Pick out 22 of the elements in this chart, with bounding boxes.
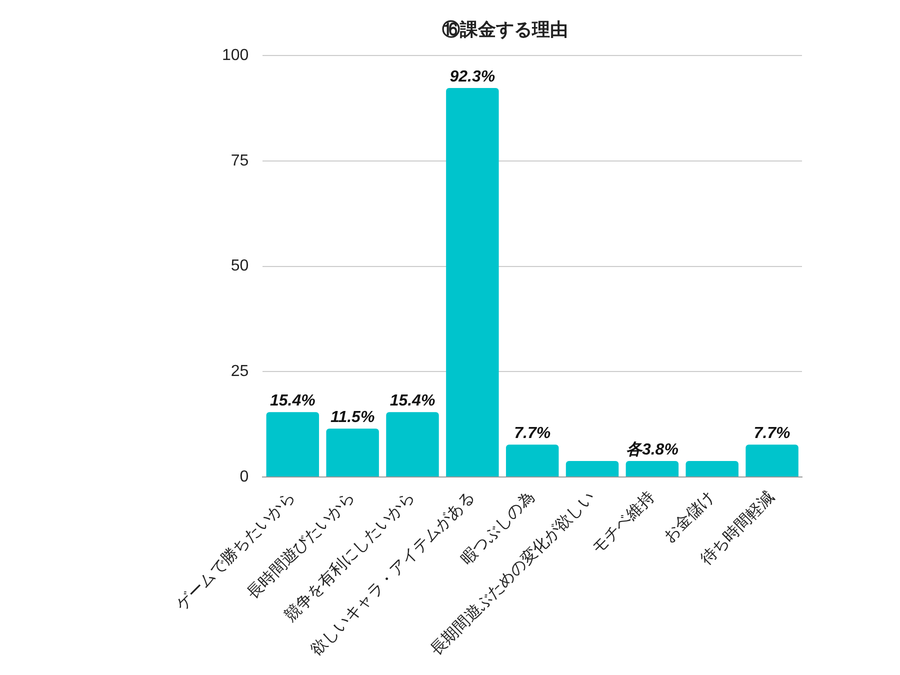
data-label: 7.7%: [754, 424, 790, 442]
bar: [326, 428, 379, 477]
bar: [386, 412, 439, 477]
bar: [686, 461, 738, 477]
bar: [506, 444, 559, 477]
bar: [446, 88, 499, 477]
y-tick-label: 25: [230, 363, 249, 380]
bar: [746, 444, 798, 477]
bar: [266, 412, 320, 477]
y-tick-label: 75: [230, 152, 249, 170]
data-label: 15.4%: [390, 392, 436, 410]
data-label: 11.5%: [330, 408, 375, 426]
data-label: 92.3%: [450, 68, 496, 86]
bar: [566, 461, 619, 477]
y-tick-label: 100: [222, 47, 249, 64]
data-label: 各3.8%: [626, 440, 678, 458]
data-label: 15.4%: [270, 392, 316, 410]
y-tick-label: 0: [240, 468, 249, 486]
bar: [626, 461, 679, 477]
y-tick-label: 50: [230, 258, 249, 275]
chart-title: ⑯課金する理由: [442, 19, 568, 40]
data-label: 7.7%: [514, 424, 551, 442]
